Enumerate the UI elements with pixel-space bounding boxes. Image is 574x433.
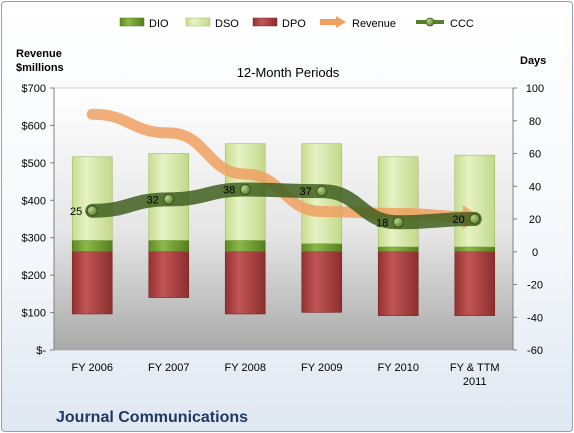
dio-bar — [224, 239, 266, 253]
right-tick-label: -20 — [527, 280, 543, 292]
dso-bar — [71, 156, 113, 241]
right-tick-label: -60 — [527, 345, 543, 357]
ccc-point — [392, 216, 404, 228]
legend-label-ccc: CCC — [450, 18, 474, 30]
x-tick-label: FY 2007 — [148, 362, 189, 374]
legend-label-dio: DIO — [149, 18, 169, 30]
dpo-bar — [301, 251, 343, 313]
ccc-point — [86, 205, 98, 217]
right-tick-label: -40 — [527, 312, 543, 324]
legend-marker-ccc — [425, 17, 435, 27]
right-tick-label: 0 — [532, 247, 538, 259]
left-tick-label: $300 — [22, 233, 46, 245]
ccc-point — [316, 185, 328, 197]
dio-bar — [377, 246, 419, 253]
left-tick-label: $400 — [22, 195, 46, 207]
left-tick-label: $- — [36, 345, 46, 357]
legend-swatch-dpo — [252, 17, 278, 27]
ccc-data-label: 32 — [147, 194, 159, 206]
ccc-data-label: 38 — [223, 185, 235, 197]
ccc-data-label: 18 — [376, 217, 388, 229]
chart-title: 12-Month Periods — [237, 65, 340, 80]
dio-bar — [71, 239, 113, 253]
x-tick-label: FY 2006 — [72, 362, 113, 374]
x-axis-labels: FY 2006 FY 2007 FY 2008 FY 2009 FY 2010 FY & … — [72, 362, 500, 388]
dpo-bar — [454, 251, 496, 316]
ccc-point — [163, 193, 175, 205]
lines-group: 25 32 38 37 18 20 — [70, 108, 482, 230]
x-tick-label: FY 2010 — [378, 362, 419, 374]
legend: DIO DSO DPO Revenue CCC — [119, 16, 474, 30]
ccc-point — [469, 213, 481, 225]
right-axis-title: Days — [520, 55, 546, 67]
left-tick-label: $100 — [22, 308, 46, 320]
x-tick-label: FY 2008 — [225, 362, 266, 374]
company-name: Journal Communications — [56, 409, 248, 426]
left-axis-title-line2: $millions — [16, 62, 64, 74]
left-tick-label: $200 — [22, 270, 46, 282]
legend-item-dpo: DPO — [252, 17, 306, 30]
right-tick-label: 100 — [526, 83, 544, 95]
dio-bar — [454, 246, 496, 253]
ccc-data-label: 25 — [70, 206, 82, 218]
right-tick-label: 40 — [529, 181, 541, 193]
legend-swatch-dso — [185, 17, 211, 27]
x-tick-label: FY & TTM — [450, 362, 500, 374]
left-tick-label: $700 — [22, 83, 46, 95]
legend-label-revenue: Revenue — [352, 18, 396, 30]
ccc-data-label: 37 — [300, 186, 312, 198]
right-tick-label: 20 — [529, 214, 541, 226]
dpo-bar — [71, 251, 113, 315]
x-tick-label-line2: 2011 — [463, 376, 487, 388]
dio-bar — [148, 239, 190, 253]
x-tick-label: FY 2009 — [301, 362, 342, 374]
dpo-bar — [377, 251, 419, 316]
dpo-bar — [148, 251, 190, 298]
legend-item-ccc: CCC — [416, 17, 474, 30]
legend-label-dpo: DPO — [282, 18, 306, 30]
dso-bar — [377, 156, 419, 248]
dio-bar — [301, 243, 343, 253]
legend-item-revenue: Revenue — [320, 16, 396, 30]
ccc-data-label: 20 — [453, 214, 465, 226]
dso-bar — [454, 154, 496, 248]
axes-group: $- $100 $200 $300 $400 $500 $600 $700 -60 -40 -20 0… — [22, 83, 545, 357]
ccc-point — [239, 184, 251, 195]
legend-label-dso: DSO — [215, 18, 239, 30]
legend-swatch-dio — [119, 17, 145, 27]
legend-item-dso: DSO — [185, 17, 239, 30]
legend-item-dio: DIO — [119, 17, 169, 30]
legend-arrow-icon — [336, 16, 346, 28]
left-tick-label: $600 — [22, 120, 46, 132]
right-tick-label: 80 — [529, 116, 541, 128]
right-tick-label: 60 — [529, 149, 541, 161]
left-tick-label: $500 — [22, 158, 46, 170]
left-axis-title-line1: Revenue — [16, 48, 62, 60]
dpo-bar — [224, 251, 266, 315]
